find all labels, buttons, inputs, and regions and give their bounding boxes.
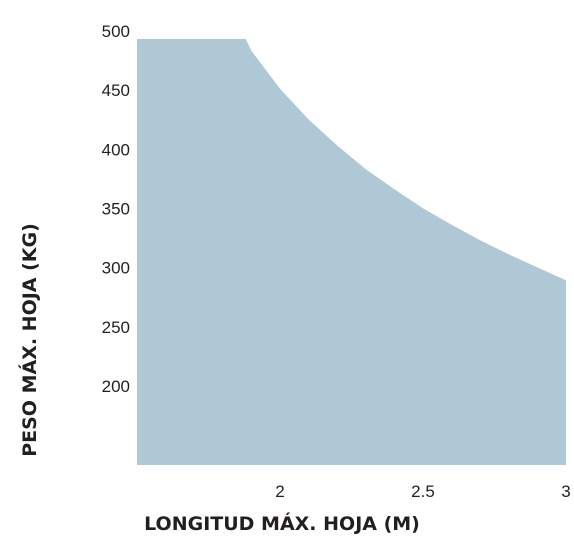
x-axis-title: LONGITUD MÁX. HOJA (M) xyxy=(144,512,420,535)
x-tick-label: 2.5 xyxy=(411,482,435,501)
x-axis-ticks: 2 2.5 3 xyxy=(275,482,570,501)
y-tick-label: 200 xyxy=(102,377,130,396)
area-fill xyxy=(137,39,566,465)
y-tick-label: 450 xyxy=(102,81,130,100)
x-tick-label: 3 xyxy=(561,482,570,501)
x-tick-label: 2 xyxy=(275,482,284,501)
y-tick-label: 350 xyxy=(102,200,130,219)
y-tick-label: 250 xyxy=(102,318,130,337)
y-axis-ticks: 200 250 300 350 400 450 500 xyxy=(102,22,130,396)
y-tick-label: 400 xyxy=(102,140,130,159)
y-axis-title: PESO MÁX. HOJA (KG) xyxy=(18,223,41,457)
y-tick-label: 300 xyxy=(102,259,130,278)
y-tick-label: 500 xyxy=(102,22,130,41)
